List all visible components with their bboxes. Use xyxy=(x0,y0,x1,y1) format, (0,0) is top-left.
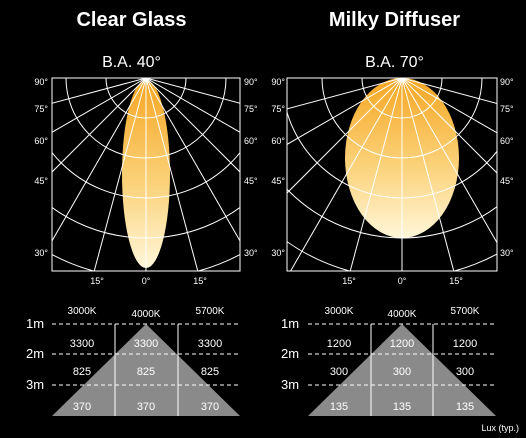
row-label: 3m xyxy=(281,377,299,392)
lux-value: 3300 xyxy=(70,338,94,350)
light-cone-triangle xyxy=(308,324,496,416)
row-label: 1m xyxy=(281,316,299,331)
row-label: 2m xyxy=(281,346,299,361)
angle-label: 15° xyxy=(342,276,356,286)
polar-labels: 90° 75° 60° 45° 30° 90° 75° 60° 45° 30° … xyxy=(34,77,258,286)
angle-label: 90° xyxy=(271,77,285,87)
lux-value: 3300 xyxy=(198,338,222,350)
angle-label: 15° xyxy=(90,276,104,286)
row-label: 1m xyxy=(26,316,44,331)
angle-label: 30° xyxy=(500,248,514,258)
panel-title: Milky Diffuser xyxy=(328,9,461,31)
polar-grid xyxy=(52,78,240,271)
angle-label: 60° xyxy=(244,136,258,146)
lux-value: 3300 xyxy=(134,338,158,350)
angle-label: 90° xyxy=(244,77,258,87)
angle-label: 0° xyxy=(142,276,151,286)
lux-value: 300 xyxy=(456,366,474,378)
angle-label: 75° xyxy=(271,104,285,114)
angle-label: 75° xyxy=(244,104,258,114)
polar-grid xyxy=(287,78,497,271)
polar-labels: 90° 75° 60° 45° 30° 90° 75° 60° 45° 30° … xyxy=(271,77,514,286)
lux-value: 1200 xyxy=(453,338,477,350)
polar-diagram: 90° 75° 60° 45° 30° 90° 75° 60° 45° 30° … xyxy=(271,77,514,286)
beam-angle-label: B.A. 40° xyxy=(102,54,161,71)
row-label: 2m xyxy=(26,346,44,361)
angle-label: 45° xyxy=(244,176,258,186)
column-header: 4000K xyxy=(388,309,417,320)
angle-label: 45° xyxy=(500,176,514,186)
angle-label: 15° xyxy=(193,276,207,286)
angle-label: 30° xyxy=(244,248,258,258)
lux-table: 3000K 4000K 5700K 1m 2m 3m 1200 1200 120… xyxy=(281,306,519,433)
angle-label: 75° xyxy=(500,104,514,114)
column-header: 4000K xyxy=(132,309,161,320)
lux-value: 370 xyxy=(201,401,219,413)
angle-label: 90° xyxy=(500,77,514,87)
angle-label: 60° xyxy=(34,136,48,146)
column-header: 3000K xyxy=(325,306,354,317)
footnote: Lux (typ.) xyxy=(481,423,519,433)
angle-label: 0° xyxy=(398,276,407,286)
angle-label: 60° xyxy=(271,136,285,146)
lux-value: 825 xyxy=(201,366,219,378)
beam-angle-label: B.A. 70° xyxy=(365,54,424,71)
angle-label: 30° xyxy=(271,248,285,258)
lux-value: 370 xyxy=(73,401,91,413)
lux-value: 135 xyxy=(330,401,348,413)
angle-label: 30° xyxy=(34,248,48,258)
polar-diagram: 90° 75° 60° 45° 30° 90° 75° 60° 45° 30° … xyxy=(34,77,258,286)
column-header: 3000K xyxy=(68,306,97,317)
lux-value: 825 xyxy=(137,366,155,378)
panel-milky-diffuser: Milky Diffuser B.A. 70° xyxy=(263,0,526,438)
angle-label: 45° xyxy=(34,176,48,186)
lux-value: 135 xyxy=(393,401,411,413)
panel-title: Clear Glass xyxy=(76,9,187,31)
lux-value: 370 xyxy=(137,401,155,413)
angle-label: 90° xyxy=(34,77,48,87)
angle-label: 60° xyxy=(500,136,514,146)
light-cone-triangle xyxy=(52,324,240,416)
angle-label: 15° xyxy=(449,276,463,286)
lux-table: 3000K 4000K 5700K 1m 2m 3m 3300 3300 330… xyxy=(26,306,240,416)
panel-clear-glass: Clear Glass B.A. 40° xyxy=(26,9,258,416)
lux-value: 825 xyxy=(73,366,91,378)
lux-value: 1200 xyxy=(327,338,351,350)
lux-value: 300 xyxy=(330,366,348,378)
lux-value: 1200 xyxy=(390,338,414,350)
lux-value: 135 xyxy=(456,401,474,413)
angle-label: 45° xyxy=(271,176,285,186)
angle-label: 75° xyxy=(34,104,48,114)
lux-value: 300 xyxy=(393,366,411,378)
row-label: 3m xyxy=(26,377,44,392)
column-header: 5700K xyxy=(196,306,225,317)
column-header: 5700K xyxy=(451,306,480,317)
